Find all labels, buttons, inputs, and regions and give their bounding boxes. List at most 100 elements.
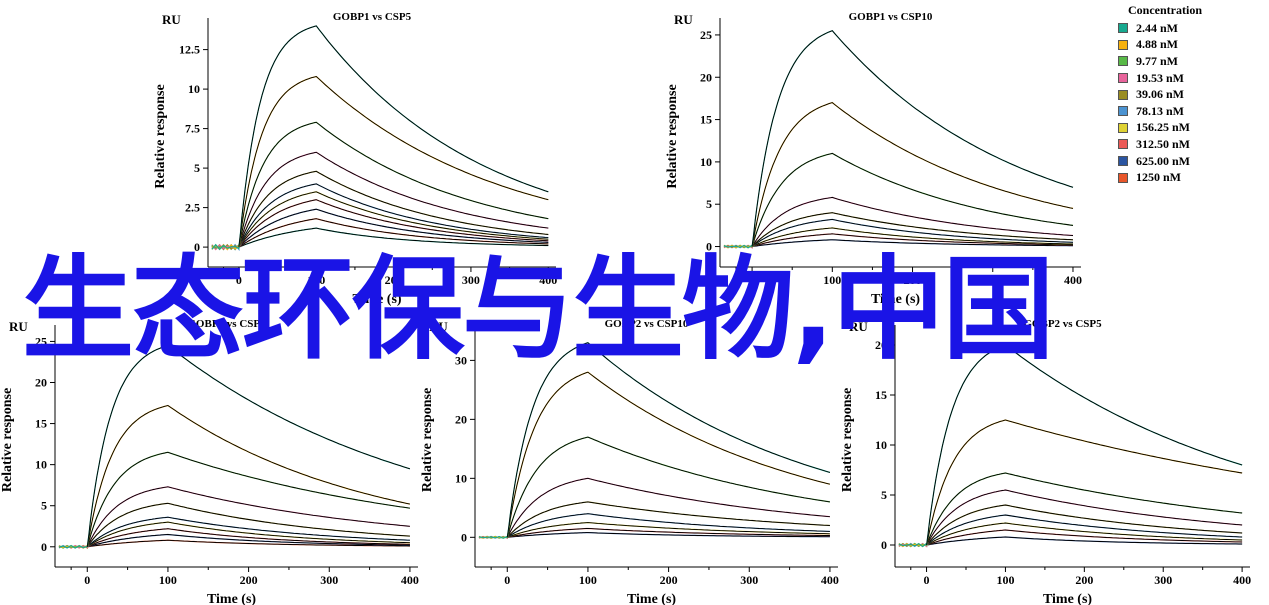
legend-item: 19.53 nM [1104,70,1254,87]
x-tick-label: 0 [504,573,510,587]
y-tick-label: 5 [194,161,200,175]
legend-label: 4.88 nM [1136,37,1178,52]
x-tick-label: 200 [240,573,258,587]
fit-curve-line [506,477,830,538]
fit-curve-line [926,504,1243,546]
fit-curve-line [751,30,1074,247]
legend-swatch [1118,172,1128,183]
y-axis-label: Relative response [420,388,435,492]
x-tick-label: 0 [84,573,90,587]
fit-curve-line [86,451,410,547]
fit-curve-line [751,233,1073,247]
legend-swatch [1118,39,1128,50]
unit-label: RU [429,319,448,334]
fit-curve-line [926,472,1243,546]
fit-curve-line [86,502,410,548]
fit-curve-line [87,528,410,548]
x-tick-label: 400 [1233,573,1251,587]
y-tick-label: 0 [194,240,200,254]
data-series-line [723,101,1074,249]
legend-item: 1250 nM [1104,169,1254,186]
chart-panel: 0 100 200 300 400 0 10 20 30 RU GOBP2 vs CSP10 Time… [420,318,839,605]
legend-swatch [1118,56,1128,67]
legend-swatch [1118,106,1128,117]
chart-panel: 0 100 200 300 400 0 5 10 15 20 25 RU GOBP1 vs CSP10 T… [665,11,1082,307]
legend-label: 78.13 nM [1136,103,1184,118]
legend-title: Concentration [1128,3,1202,17]
x-tick-label: 200 [1075,573,1093,587]
y-axis-label: Relative response [0,388,15,492]
y-tick-label: 12.5 [179,43,200,57]
fit-curve-line [238,151,549,248]
fit-curve-line [506,436,830,538]
legend-item: 625.00 nM [1104,153,1254,170]
legend-label: 19.53 nM [1136,70,1184,85]
x-tick-label: 300 [320,573,338,587]
fit-curve-line [926,536,1243,546]
x-axis-label: Time (s) [352,292,401,307]
fit-curve-line [507,522,830,538]
legend-label: 1250 nM [1136,170,1181,185]
x-tick-label: 300 [462,273,480,287]
legend-item: 78.13 nM [1104,103,1254,120]
chart-panel: 0 100 200 300 400 0 5 10 15 20 RU GOBP2 vs CSP5 Time… [840,318,1251,605]
chart-title: GOBP1 vs CSP5 [187,318,266,330]
x-tick-label: 200 [385,273,403,287]
y-tick-label: 0 [881,538,887,552]
fit-curve-line [238,191,549,248]
fit-curve-line [87,516,410,548]
fit-curve-line [751,196,1074,247]
legend-item: 39.06 nM [1104,86,1254,103]
fit-curve-line [238,208,549,248]
legend-label: 39.06 nM [1136,87,1184,102]
y-tick-label: 2.5 [185,201,200,215]
legend-swatch [1118,73,1128,84]
x-tick-label: 300 [1154,573,1172,587]
data-series-line [723,29,1074,249]
fit-curve-line [238,183,549,248]
y-tick-label: 0 [41,540,47,554]
x-tick-label: 300 [740,573,758,587]
x-tick-label: 0 [236,273,242,287]
data-series-line [898,419,1243,548]
y-tick-label: 20 [700,70,712,84]
unit-label: RU [674,12,693,27]
x-tick-label: 400 [821,573,839,587]
y-tick-label: 20 [455,412,467,426]
fit-curve-line [926,344,1243,546]
chart-title: GOBP1 vs CSP10 [849,11,933,23]
y-tick-label: 25 [35,334,47,348]
x-axis-label: Time (s) [871,292,920,307]
chart-title: GOBP2 vs CSP5 [1023,318,1102,330]
fit-curve-line [87,521,410,548]
y-axis-label: Relative response [665,84,680,188]
x-tick-label: 400 [1064,273,1082,287]
x-axis-label: Time (s) [1043,592,1092,605]
legend-label: 2.44 nM [1136,20,1178,35]
legend-label: 625.00 nM [1136,153,1190,168]
legend: Concentration 2.44 nM 4.88 nM 9.77 nM 19… [1104,3,1254,186]
x-tick-label: 100 [159,573,177,587]
legend-swatch [1118,122,1128,133]
legend-item: 156.25 nM [1104,120,1254,137]
fit-curve-line [506,342,831,538]
x-tick-label: 400 [401,573,419,587]
y-tick-label: 10 [700,155,712,169]
x-tick-label: 100 [996,573,1014,587]
x-tick-label: 100 [823,273,841,287]
y-tick-label: 15 [35,417,47,431]
fit-curve-line [926,419,1243,546]
x-tick-label: 0 [749,273,755,287]
x-tick-label: 0 [924,573,930,587]
legend-label: 312.50 nM [1136,136,1190,151]
x-tick-label: 100 [579,573,597,587]
x-tick-label: 200 [660,573,678,587]
fit-curve-line [87,534,410,548]
chart-title: GOBP1 vs CSP5 [333,11,412,23]
fit-curve-line [926,489,1243,546]
unit-label: RU [849,319,868,334]
y-tick-label: 10 [455,471,467,485]
y-axis-label: Relative response [153,84,168,188]
legend-swatch [1118,89,1128,100]
